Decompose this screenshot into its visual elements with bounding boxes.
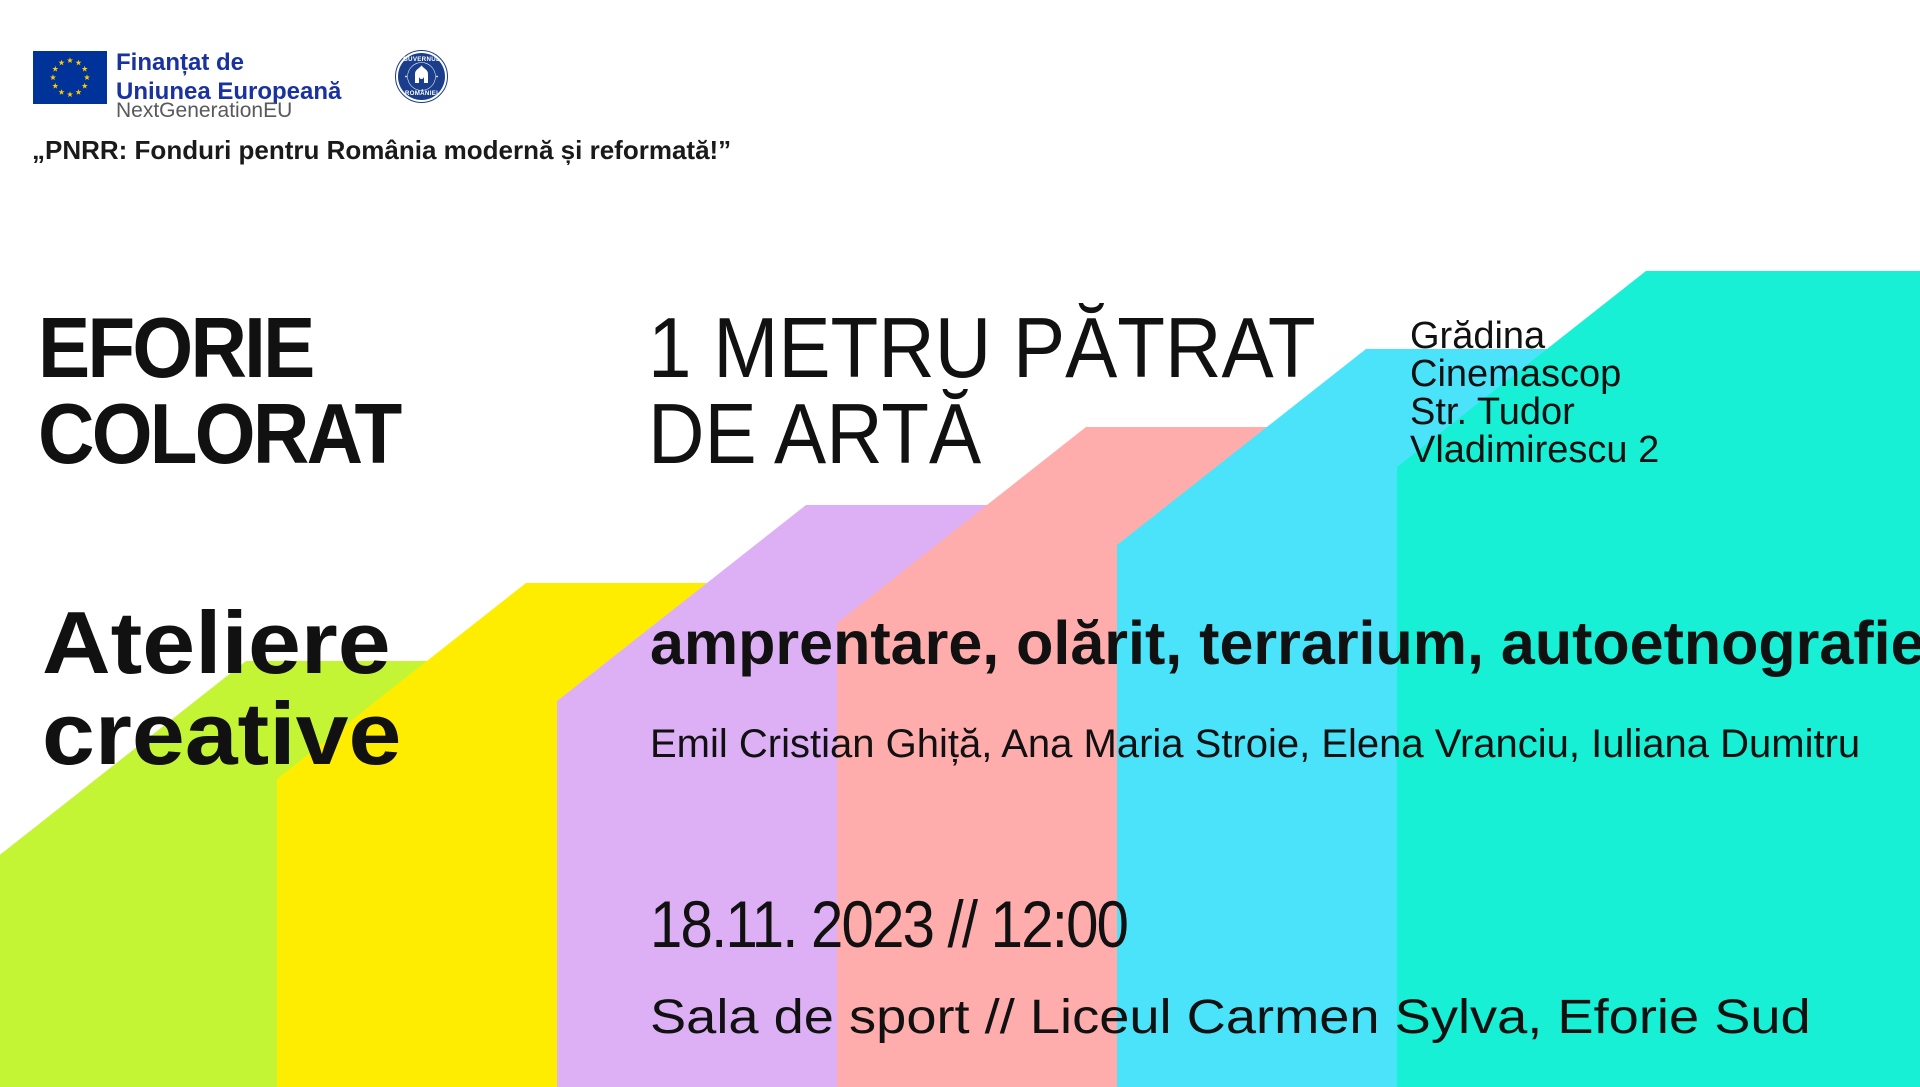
svg-text:ROMÂNIEI: ROMÂNIEI [405,90,438,97]
svg-text:GUVERNUL: GUVERNUL [403,56,440,63]
